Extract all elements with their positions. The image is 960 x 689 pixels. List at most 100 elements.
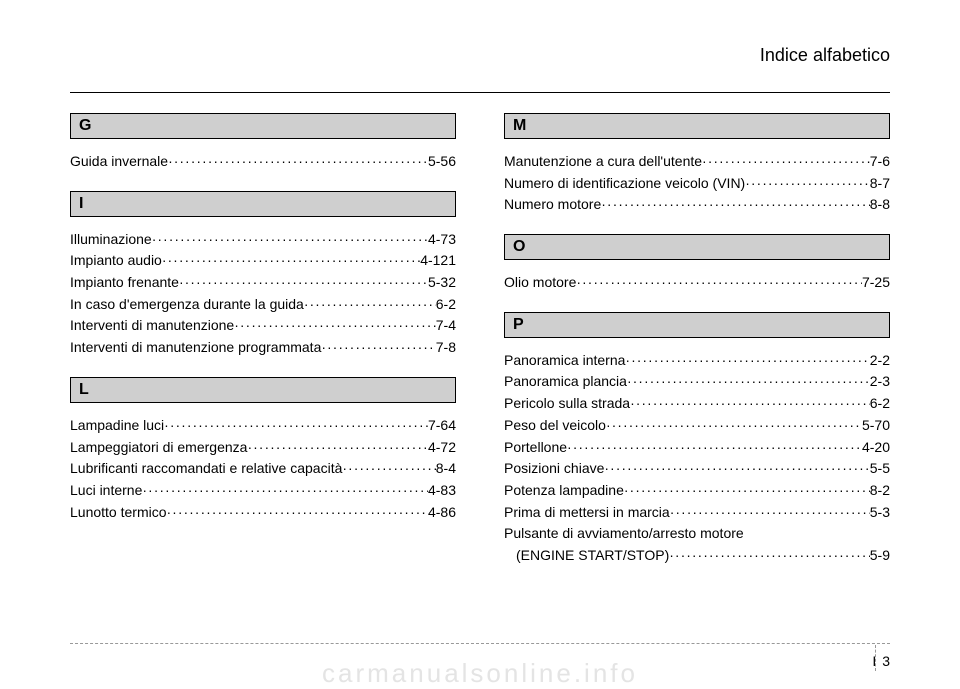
entry-dots: ········································… — [321, 337, 435, 359]
entry-page: 8-8 — [870, 194, 890, 216]
index-entry: Interventi di manutenzione programmata ·… — [70, 337, 456, 359]
header-title: Indice alfabetico — [760, 45, 890, 66]
page-header: Indice alfabetico — [70, 35, 890, 93]
index-entry: Manutenzione a cura dell'utente ········… — [504, 151, 890, 173]
entry-page: 5-56 — [428, 151, 456, 173]
entry-page: 4-83 — [428, 480, 456, 502]
entry-page: 4-121 — [420, 250, 456, 272]
header-rule — [70, 92, 890, 93]
index-entry: Portellone ·····························… — [504, 437, 890, 459]
entry-label: Prima di mettersi in marcia — [504, 502, 670, 524]
footer-rule — [70, 643, 890, 644]
entry-label: Lubrificanti raccomandati e relative cap… — [70, 458, 342, 480]
section-letter-head: M — [504, 113, 890, 139]
entry-dots: ········································… — [168, 151, 428, 173]
entry-label: Manutenzione a cura dell'utente — [504, 151, 702, 173]
entry-page: 5-70 — [862, 415, 890, 437]
entry-dots: ········································… — [142, 480, 428, 502]
entry-label: Potenza lampadine — [504, 480, 624, 502]
entry-label: Portellone — [504, 437, 567, 459]
entry-dots: ········································… — [167, 502, 428, 524]
entry-page: 6-2 — [436, 294, 456, 316]
entry-page: 7-64 — [428, 415, 456, 437]
entry-label: Interventi di manutenzione — [70, 315, 234, 337]
entry-label: Panoramica interna — [504, 350, 625, 372]
index-entry: Prima di mettersi in marcia ············… — [504, 502, 890, 524]
index-entry: Impianto audio ·························… — [70, 250, 456, 272]
entry-page: 4-86 — [428, 502, 456, 524]
entry-label: Interventi di manutenzione programmata — [70, 337, 321, 359]
index-section: L Lampadine luci ························… — [70, 377, 456, 523]
entry-dots: ········································… — [304, 294, 436, 316]
entry-label: Lampadine luci — [70, 415, 164, 437]
index-entry: (ENGINE START/STOP) ····················… — [504, 545, 890, 567]
entry-label: Illuminazione — [70, 229, 152, 251]
entry-label: Panoramica plancia — [504, 371, 627, 393]
section-letter-head: L — [70, 377, 456, 403]
entry-dots: ········································… — [567, 437, 862, 459]
index-entry: Lampeggiatori di emergenza ·············… — [70, 437, 456, 459]
entry-label: Pulsante di avviamento/arresto motore — [504, 523, 744, 545]
entry-dots: ········································… — [576, 272, 862, 294]
index-entry: Peso del veicolo ·······················… — [504, 415, 890, 437]
entry-label: Guida invernale — [70, 151, 168, 173]
entry-label: Peso del veicolo — [504, 415, 606, 437]
section-letter-head: P — [504, 312, 890, 338]
index-entry: Impianto frenante ······················… — [70, 272, 456, 294]
entry-dots: ········································… — [606, 415, 862, 437]
index-entry: Illuminazione ··························… — [70, 229, 456, 251]
entry-dots: ········································… — [624, 480, 870, 502]
entry-page: 8-4 — [436, 458, 456, 480]
index-entry: Posizioni chiave ·······················… — [504, 458, 890, 480]
entry-label: Numero di identificazione veicolo (VIN) — [504, 173, 745, 195]
entry-dots: ········································… — [669, 545, 870, 567]
page-number: I3 — [872, 653, 890, 669]
section-letter-head: O — [504, 234, 890, 260]
entry-label: In caso d'emergenza durante la guida — [70, 294, 304, 316]
entry-label: Impianto frenante — [70, 272, 179, 294]
section-letter-head: G — [70, 113, 456, 139]
index-section: P Panoramica interna ····················… — [504, 312, 890, 567]
entry-page: 5-3 — [870, 502, 890, 524]
index-entry: Panoramica interna ·····················… — [504, 350, 890, 372]
entry-page: 4-72 — [428, 437, 456, 459]
entry-dots: ········································… — [342, 458, 435, 480]
entry-page: 5-9 — [870, 545, 890, 567]
index-entry: Pulsante di avviamento/arresto motore — [504, 523, 890, 545]
entry-page: 2-3 — [870, 371, 890, 393]
entry-dots: ········································… — [179, 272, 428, 294]
right-column: M Manutenzione a cura dell'utente ·······… — [504, 111, 890, 585]
left-column: G Guida invernale ·······················… — [70, 111, 456, 585]
page-digit: 3 — [882, 653, 890, 669]
index-section: I Illuminazione ·························… — [70, 191, 456, 359]
index-entry: Pericolo sulla strada ··················… — [504, 393, 890, 415]
entry-dots: ········································… — [604, 458, 869, 480]
entry-dots: ········································… — [601, 194, 870, 216]
index-section: M Manutenzione a cura dell'utente ·······… — [504, 113, 890, 216]
index-columns: G Guida invernale ·······················… — [70, 111, 890, 585]
index-entry: Numero di identificazione veicolo (VIN) … — [504, 173, 890, 195]
entry-page: 7-6 — [870, 151, 890, 173]
index-section: G Guida invernale ·······················… — [70, 113, 456, 173]
entry-page: 7-4 — [436, 315, 456, 337]
index-section: O Olio motore ···························… — [504, 234, 890, 294]
entry-dots: ········································… — [630, 393, 870, 415]
section-letter-head: I — [70, 191, 456, 217]
entry-label: Lampeggiatori di emergenza — [70, 437, 247, 459]
entry-label: Numero motore — [504, 194, 601, 216]
entry-dots: ········································… — [247, 437, 428, 459]
entry-page: 5-5 — [870, 458, 890, 480]
entry-label: (ENGINE START/STOP) — [516, 545, 669, 567]
index-entry: Potenza lampadine ······················… — [504, 480, 890, 502]
entry-dots: ········································… — [164, 415, 428, 437]
entry-label: Luci interne — [70, 480, 142, 502]
entry-label: Olio motore — [504, 272, 576, 294]
entry-page: 7-25 — [862, 272, 890, 294]
entry-dots: ········································… — [152, 229, 428, 251]
index-entry: Guida invernale ························… — [70, 151, 456, 173]
entry-dots: ········································… — [627, 371, 870, 393]
entry-page: 8-7 — [870, 173, 890, 195]
index-entry: Interventi di manutenzione ·············… — [70, 315, 456, 337]
index-entry: Olio motore ····························… — [504, 272, 890, 294]
entry-page: 2-2 — [870, 350, 890, 372]
